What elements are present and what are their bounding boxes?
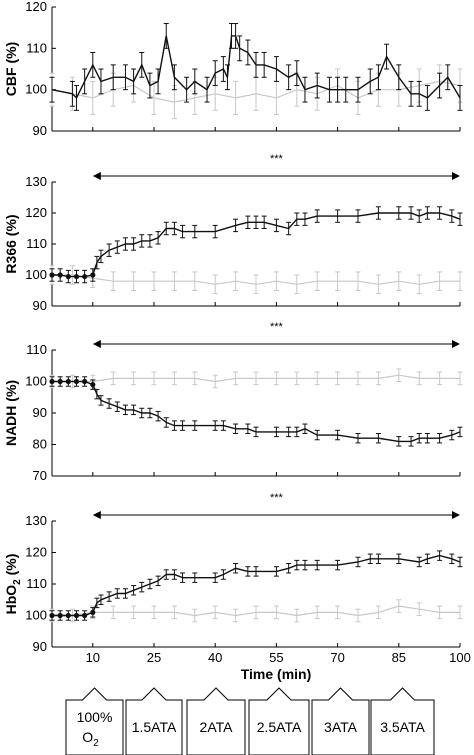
series-line [52,380,461,443]
y-tick-label: 120 [25,545,47,560]
y-tick-label: 110 [26,342,47,357]
x-tick-label: 25 [147,650,161,665]
pressure-box-outline [125,687,183,755]
data-point [65,378,71,385]
series-line [52,374,460,383]
series-line [52,605,460,617]
series-treatment [49,23,463,111]
data-point [90,609,96,615]
series-line [52,554,461,617]
x-tick-label: 85 [392,650,406,665]
pressure-box-outline [248,687,310,755]
y-axis-label: CBF (%) [3,42,19,96]
series-control [49,265,463,295]
pressure-box: 100% O2 [65,687,124,755]
y-tick-label: 70 [33,468,47,483]
arrowhead-right [452,172,460,180]
series-line [52,212,461,278]
series-line [51,80,461,103]
y-tick-label: 100 [25,267,47,282]
data-point [73,378,80,385]
pressure-box-outline [186,687,246,755]
y-tick-label: 130 [25,174,47,189]
pressure-box: 2ATA [186,687,246,755]
y-axis-label: HbO2 (%) [3,554,23,615]
data-point [82,612,88,619]
significance-label: *** [270,321,284,333]
x-tick-label: 55 [269,650,283,665]
y-tick-label: 100 [25,82,47,97]
pressure-box: 3ATA [311,687,370,755]
arrowhead-left [92,511,101,519]
y-tick-label: 100 [25,374,47,389]
pressure-box-label: 1.5ATA [132,719,177,735]
y-tick-label: 90 [33,298,47,313]
series-treatment [49,206,463,284]
pressure-box: 1.5ATA [125,687,183,755]
arrowhead-left [92,172,101,180]
series-control [49,599,463,623]
y-tick-label: 90 [33,639,47,654]
data-point [49,272,55,278]
x-tick-label: 40 [208,650,222,665]
data-point [49,612,55,619]
x-axis-label: Time (min) [241,666,312,682]
y-tick-label: 80 [33,437,47,452]
data-point [82,378,88,385]
data-point [57,378,63,385]
y-tick-label: 130 [25,513,47,528]
significance-label: *** [270,492,284,504]
data-point [57,272,63,278]
x-tick-label: 100 [449,650,471,665]
series-line [52,274,460,285]
y-tick-label: 120 [25,205,47,220]
y-tick-label: 110 [26,576,47,591]
y-tick-label: 90 [33,123,47,138]
pressure-box-outline [65,687,124,755]
panel-3: 70 80 90 100 110 NADH (%) *** [3,321,463,483]
y-tick-label: 90 [33,405,47,420]
x-tick-label: 70 [330,650,344,665]
y-tick-label: 110 [26,236,47,251]
pressure-box-label: 100% [77,709,113,725]
panel-1: 90 100 110 120 CBF (%) [3,0,463,138]
panel-4: 90 100 110 120 130 HbO2 (%) *** [3,492,463,654]
data-point [90,272,96,278]
y-axis-label: NADH (%) [3,380,19,446]
data-point [49,378,55,385]
pressure-box-label: 2ATA [200,719,234,735]
series-line [51,35,461,100]
significance-label: *** [270,153,284,165]
arrowhead-left [92,340,101,348]
data-point [73,612,80,619]
pressure-box-label: 2.5ATA [257,719,302,735]
data-point [82,273,88,280]
arrowhead-right [452,511,460,519]
data-point [65,273,71,280]
arrowhead-right [452,340,460,348]
pressure-box-sublabel: O2 [82,729,99,749]
pressure-box: 2.5ATA [248,687,310,755]
data-point [73,273,80,280]
x-tick-label: 10 [86,650,100,665]
panel-2: 90 100 110 120 130 R366 (%) *** [3,153,463,313]
data-point [90,382,96,388]
pressure-box: 3.5ATA [370,687,435,755]
pressure-box-outline [370,687,435,755]
data-point [65,612,71,619]
y-tick-label: 110 [26,40,47,55]
series-treatment [49,550,463,621]
series-control [49,368,463,389]
y-tick-label: 120 [25,0,47,14]
pressure-box-outline [311,687,370,755]
series-treatment [49,376,463,447]
pressure-box-label: 3ATA [324,719,358,735]
y-axis-label: R366 (%) [3,214,19,273]
data-point [57,612,63,619]
y-tick-label: 100 [25,608,47,623]
pressure-box-label: 3.5ATA [380,719,425,735]
